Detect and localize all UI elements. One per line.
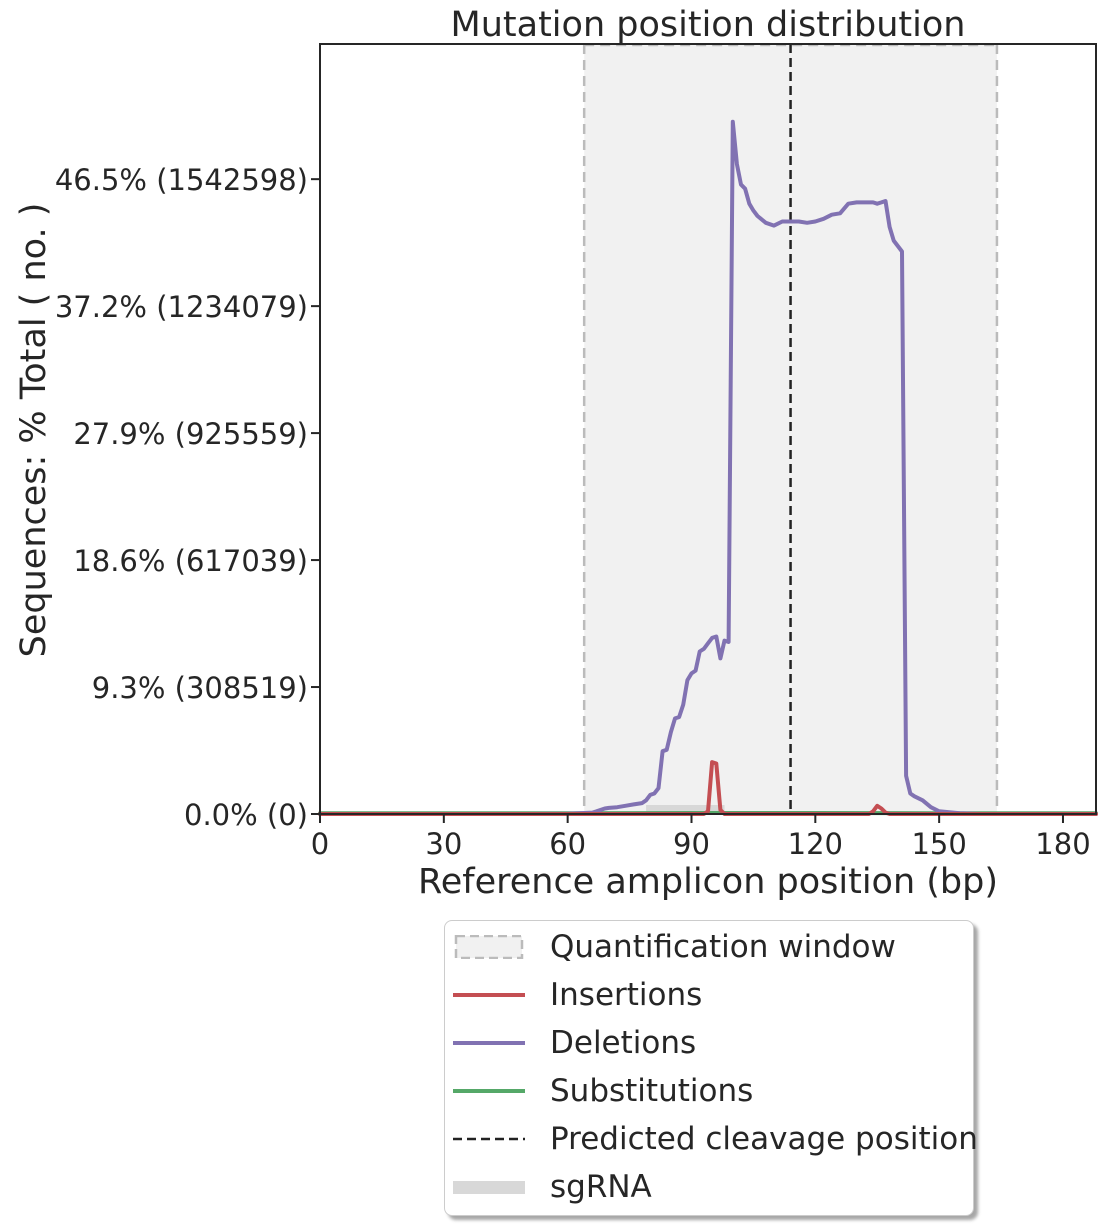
legend-label: Insertions — [550, 977, 703, 1013]
quantification-window — [582, 43, 999, 814]
legend-item-predicted-cleavage: Predicted cleavage position — [445, 1117, 978, 1161]
axes: 0 30 60 90 120 150 180 0.0% (0) 9.3% (308519) 18.… — [55, 43, 1097, 861]
deletions-swatch — [453, 1041, 525, 1045]
y-axis-label: Sequences: % Total ( no. ) — [14, 203, 54, 658]
y-tick-label: 9.3% (308519) — [92, 671, 308, 705]
x-tick-label: 30 — [425, 827, 462, 861]
legend-label: Quantification window — [550, 929, 896, 965]
x-tick-label: 90 — [673, 827, 710, 861]
chart-legend: Quantification window Insertions Deletio… — [444, 920, 978, 1216]
insertions-swatch — [453, 993, 525, 997]
sgrna-bar — [646, 805, 725, 814]
y-tick-label: 18.6% (617039) — [73, 544, 308, 578]
legend-item-insertions: Insertions — [445, 973, 973, 1017]
plot-frame — [319, 43, 1097, 815]
x-tick-label: 150 — [911, 827, 966, 861]
deletions-line — [318, 119, 1098, 816]
legend-item-substitutions: Substitutions — [445, 1069, 973, 1113]
legend-label: Deletions — [550, 1025, 697, 1061]
legend-item-deletions: Deletions — [445, 1021, 973, 1065]
legend-label: Predicted cleavage position — [550, 1121, 978, 1157]
y-tick-label: 37.2% (1234079) — [55, 290, 308, 324]
sgrna-swatch — [453, 1181, 525, 1194]
y-tick-label: 0.0% (0) — [184, 798, 308, 832]
x-tick-label: 180 — [1035, 827, 1090, 861]
x-tick-label: 60 — [549, 827, 586, 861]
x-tick-label: 120 — [788, 827, 843, 861]
y-tick-label: 27.9% (925559) — [73, 417, 308, 451]
legend-item-quantification-window: Quantification window — [445, 925, 973, 969]
y-tick-label: 46.5% (1542598) — [55, 163, 308, 197]
x-tick-label: 0 — [311, 827, 329, 861]
legend-label: Substitutions — [550, 1073, 754, 1109]
legend-label: sgRNA — [550, 1169, 652, 1205]
chart-title: Mutation position distribution — [451, 5, 966, 45]
substitutions-swatch — [453, 1089, 525, 1093]
legend-item-sgrna: sgRNA — [445, 1165, 973, 1209]
x-axis-label: Reference amplicon position (bp) — [418, 862, 998, 902]
cleavage-swatch — [453, 1137, 525, 1141]
quantification-window-swatch — [454, 935, 524, 959]
